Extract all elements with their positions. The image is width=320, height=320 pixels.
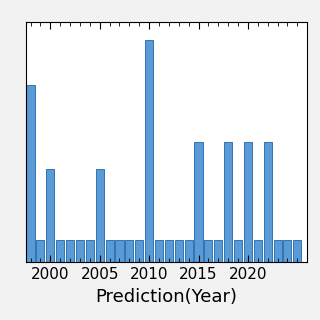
Bar	[36, 240, 44, 262]
Bar	[284, 240, 292, 262]
Bar	[264, 142, 272, 262]
Bar	[145, 40, 153, 262]
Bar	[106, 240, 114, 262]
Bar	[96, 169, 104, 262]
Bar	[185, 240, 193, 262]
Bar	[165, 240, 173, 262]
Bar	[76, 240, 84, 262]
Bar	[175, 240, 183, 262]
Bar	[125, 240, 133, 262]
Bar	[254, 240, 262, 262]
Bar	[46, 169, 54, 262]
Bar	[27, 84, 35, 262]
Bar	[135, 240, 143, 262]
Bar	[195, 142, 203, 262]
X-axis label: Prediction(Year): Prediction(Year)	[95, 288, 237, 306]
Bar	[56, 240, 64, 262]
Bar	[86, 240, 94, 262]
Bar	[214, 240, 222, 262]
Bar	[274, 240, 282, 262]
Bar	[224, 142, 232, 262]
Bar	[116, 240, 124, 262]
Bar	[204, 240, 212, 262]
Bar	[155, 240, 163, 262]
Bar	[66, 240, 74, 262]
Bar	[234, 240, 242, 262]
Bar	[293, 240, 301, 262]
Bar	[244, 142, 252, 262]
